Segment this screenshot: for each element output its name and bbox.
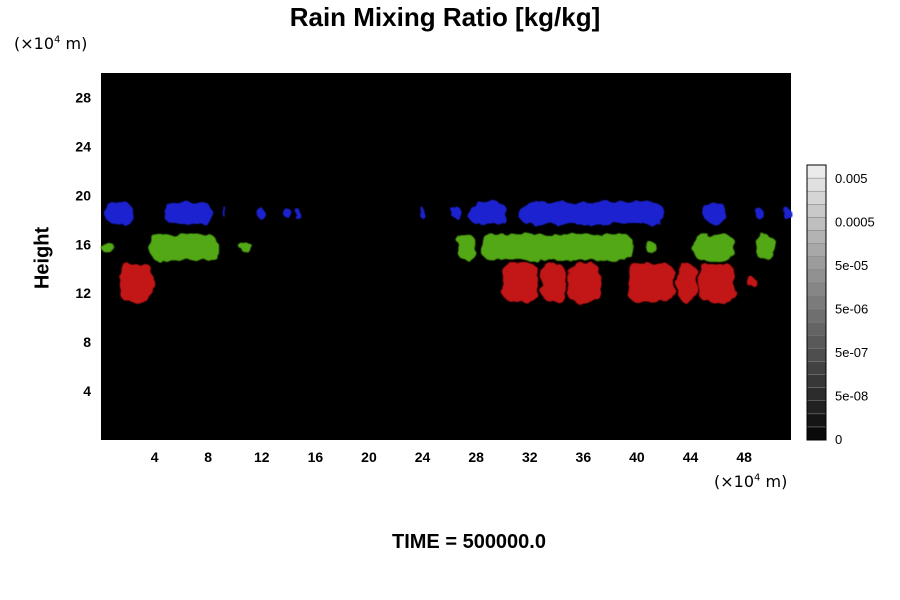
colorbar-label: 0.0005 bbox=[835, 215, 875, 230]
heatmap-cell-middle-5 bbox=[644, 242, 658, 253]
colorbar-swatch bbox=[806, 374, 827, 388]
heatmap-cell-upper-10 bbox=[703, 202, 727, 224]
colorbar-swatch bbox=[806, 282, 827, 297]
colorbar-label: 5e-08 bbox=[835, 389, 868, 404]
colorbar-swatch bbox=[806, 217, 827, 231]
heatmap-cell-upper-8 bbox=[468, 202, 507, 224]
x-tick-label: 24 bbox=[415, 449, 431, 465]
y-tick-label: 20 bbox=[75, 187, 91, 203]
colorbar-swatch bbox=[806, 177, 827, 192]
x-tick-label: 44 bbox=[683, 449, 699, 465]
heatmap-cell-lower-0 bbox=[119, 263, 154, 303]
data-layer bbox=[101, 202, 791, 303]
chart-title: Rain Mixing Ratio [kg/kg] bbox=[289, 2, 601, 32]
heatmap-cell-upper-3 bbox=[256, 208, 265, 219]
heatmap-cell-middle-1 bbox=[149, 234, 218, 261]
heatmap-cell-lower-5 bbox=[677, 263, 698, 303]
y-axis-ticks: 4 8 12 16 20 24 28 bbox=[75, 89, 91, 399]
colorbar-swatch bbox=[806, 230, 827, 244]
x-tick-label: 4 bbox=[151, 449, 159, 465]
heatmap-cell-lower-3 bbox=[567, 263, 601, 303]
x-axis-units: (×104 m) bbox=[714, 472, 788, 491]
x-axis-ticks: 4 8 12 16 20 24 28 32 36 40 44 48 bbox=[151, 449, 752, 465]
heatmap-cell-lower-4 bbox=[627, 263, 675, 303]
y-tick-label: 16 bbox=[75, 236, 91, 252]
plot-background bbox=[101, 73, 791, 440]
x-tick-label: 28 bbox=[468, 449, 484, 465]
x-tick-label: 12 bbox=[254, 449, 270, 465]
x-tick-label: 40 bbox=[629, 449, 645, 465]
x-tick-label: 20 bbox=[361, 449, 377, 465]
colorbar-swatch bbox=[806, 400, 827, 415]
y-tick-label: 8 bbox=[83, 334, 91, 350]
colorbar-swatch bbox=[806, 334, 827, 349]
heatmap-cell-middle-2 bbox=[240, 242, 253, 253]
heatmap-cell-middle-7 bbox=[756, 234, 775, 261]
colorbar-swatch bbox=[806, 164, 827, 179]
heatmap-cell-upper-5 bbox=[293, 208, 300, 219]
y-tick-label: 4 bbox=[83, 383, 91, 399]
y-axis-units: (×104 m) bbox=[14, 34, 88, 53]
x-tick-label: 36 bbox=[576, 449, 592, 465]
colorbar-swatch bbox=[806, 308, 827, 323]
y-tick-label: 28 bbox=[75, 89, 91, 105]
colorbar: 0.005 0.0005 5e-05 5e-06 5e-07 5e-08 0 bbox=[806, 164, 875, 447]
colorbar-swatch bbox=[806, 295, 827, 310]
colorbar-label: 5e-06 bbox=[835, 302, 868, 317]
heatmap-cell-upper-11 bbox=[754, 208, 763, 219]
heatmap-cell-upper-1 bbox=[163, 202, 213, 224]
colorbar-swatch bbox=[806, 387, 827, 401]
colorbar-swatch bbox=[806, 413, 827, 428]
colorbar-swatch bbox=[806, 426, 827, 441]
heatmap-cell-upper-0 bbox=[105, 202, 134, 224]
heatmap-cell-middle-0 bbox=[101, 242, 115, 253]
heatmap-cell-upper-7 bbox=[450, 208, 463, 219]
heatmap-cell-lower-2 bbox=[541, 263, 566, 303]
heatmap-cell-upper-9 bbox=[519, 202, 664, 224]
colorbar-frame bbox=[806, 164, 827, 441]
colorbar-label: 0.005 bbox=[835, 171, 868, 186]
heatmap-cell-middle-4 bbox=[481, 234, 633, 261]
colorbar-swatch bbox=[806, 361, 827, 375]
heatmap-cell-middle-3 bbox=[457, 234, 477, 261]
colorbar-label: 5e-07 bbox=[835, 345, 868, 360]
colorbar-swatch bbox=[806, 269, 827, 284]
heatmap-cell-middle-6 bbox=[693, 234, 735, 261]
colorbar-swatch bbox=[806, 348, 827, 362]
heatmap-cell-lower-7 bbox=[748, 277, 757, 288]
y-tick-label: 12 bbox=[75, 285, 91, 301]
x-tick-label: 48 bbox=[736, 449, 752, 465]
heatmap-cell-upper-2 bbox=[224, 208, 227, 219]
colorbar-swatch bbox=[806, 321, 827, 336]
x-tick-label: 16 bbox=[308, 449, 324, 465]
heatmap-cell-upper-6 bbox=[419, 208, 426, 219]
heatmap-cell-lower-1 bbox=[502, 263, 540, 303]
colorbar-swatch bbox=[806, 243, 827, 257]
heatmap-cell-upper-4 bbox=[284, 208, 290, 219]
colorbar-label: 0 bbox=[835, 432, 842, 447]
y-tick-label: 24 bbox=[75, 138, 91, 154]
plot-area bbox=[101, 73, 791, 440]
time-label: TIME = 500000.0 bbox=[392, 531, 546, 553]
colorbar-swatch bbox=[806, 190, 827, 205]
heatmap-cell-upper-12 bbox=[781, 208, 791, 219]
x-tick-label: 32 bbox=[522, 449, 538, 465]
heatmap-cell-lower-6 bbox=[698, 263, 735, 303]
colorbar-swatch bbox=[806, 256, 827, 271]
colorbar-label: 5e-05 bbox=[835, 258, 868, 273]
colorbar-swatch bbox=[806, 204, 827, 218]
x-tick-label: 8 bbox=[204, 449, 212, 465]
